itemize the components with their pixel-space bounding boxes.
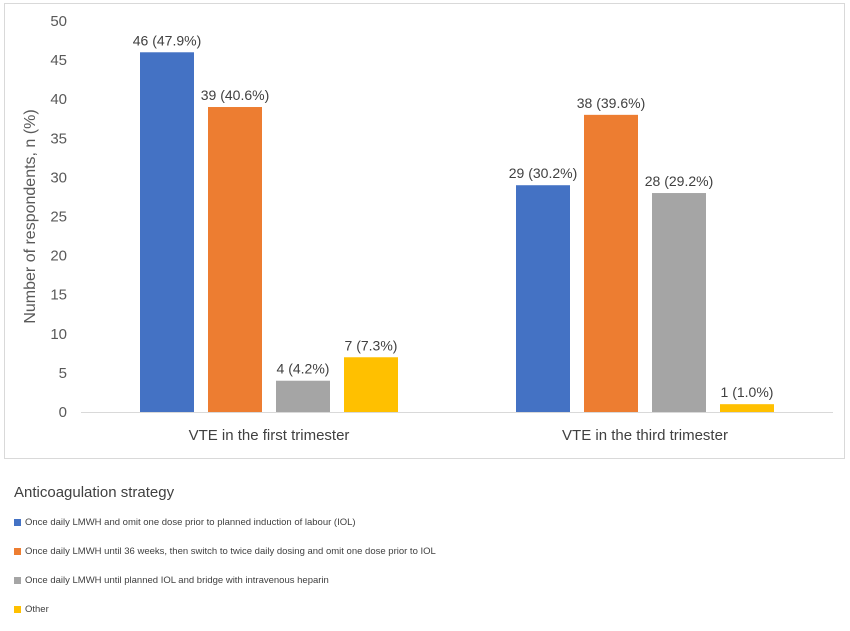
data-label: 4 (4.2%) [277,361,330,377]
y-tick-label: 35 [50,130,67,147]
data-label: 7 (7.3%) [345,337,398,353]
y-tick-label: 45 [50,52,67,69]
bar [276,380,330,412]
legend: Anticoagulation strategy Once daily LMWH… [14,484,834,631]
bar [584,114,638,412]
category-label: VTE in the third trimester [562,427,728,444]
y-axis-title: Number of respondents, n (%) [22,109,39,323]
data-label: 39 (40.6%) [201,87,269,103]
legend-title: Anticoagulation strategy [14,484,175,501]
y-tick-label: 30 [50,169,67,186]
legend-swatch [14,576,21,584]
bar [720,404,774,412]
legend-item-2: Once daily LMWH until planned IOL and br… [14,573,834,587]
bar-chart: 0 5 10 15 20 25 30 35 40 45 50 Number of respondent… [22,13,833,444]
data-label: 29 (30.2%) [509,165,577,181]
y-tick-label: 40 [50,91,67,108]
data-label: 1 (1.0%) [721,384,774,400]
category-label: VTE in the first trimester [189,427,350,444]
legend-swatch [14,547,21,555]
bar [140,52,194,412]
y-tick-label: 5 [59,365,67,382]
chart-area: 0 5 10 15 20 25 30 35 40 45 50 Number of respondent… [4,3,845,459]
legend-item-0: Once daily LMWH and omit one dose prior … [14,515,834,529]
data-label: 46 (47.9%) [133,32,201,48]
y-tick-label: 15 [50,287,67,304]
legend-swatch [14,518,21,526]
y-tick-label: 25 [50,209,67,226]
bar [208,107,262,413]
bar [516,185,570,412]
legend-label: Once daily LMWH until 36 weeks, then swi… [25,545,436,557]
legend-item-3: Other [14,602,834,616]
y-tick-label: 50 [50,13,67,30]
legend-label: Other [25,603,49,615]
legend-label: Once daily LMWH until planned IOL and br… [25,574,329,586]
legend-label: Once daily LMWH and omit one dose prior … [25,516,356,528]
legend-swatch [14,605,21,613]
legend-item-1: Once daily LMWH until 36 weeks, then swi… [14,544,834,558]
y-tick-label: 20 [50,248,67,265]
bar [652,193,706,412]
y-tick-label: 0 [59,404,67,421]
y-tick-label: 10 [50,326,67,343]
data-label: 38 (39.6%) [577,95,645,111]
bar [344,357,398,412]
data-label: 28 (29.2%) [645,173,713,189]
